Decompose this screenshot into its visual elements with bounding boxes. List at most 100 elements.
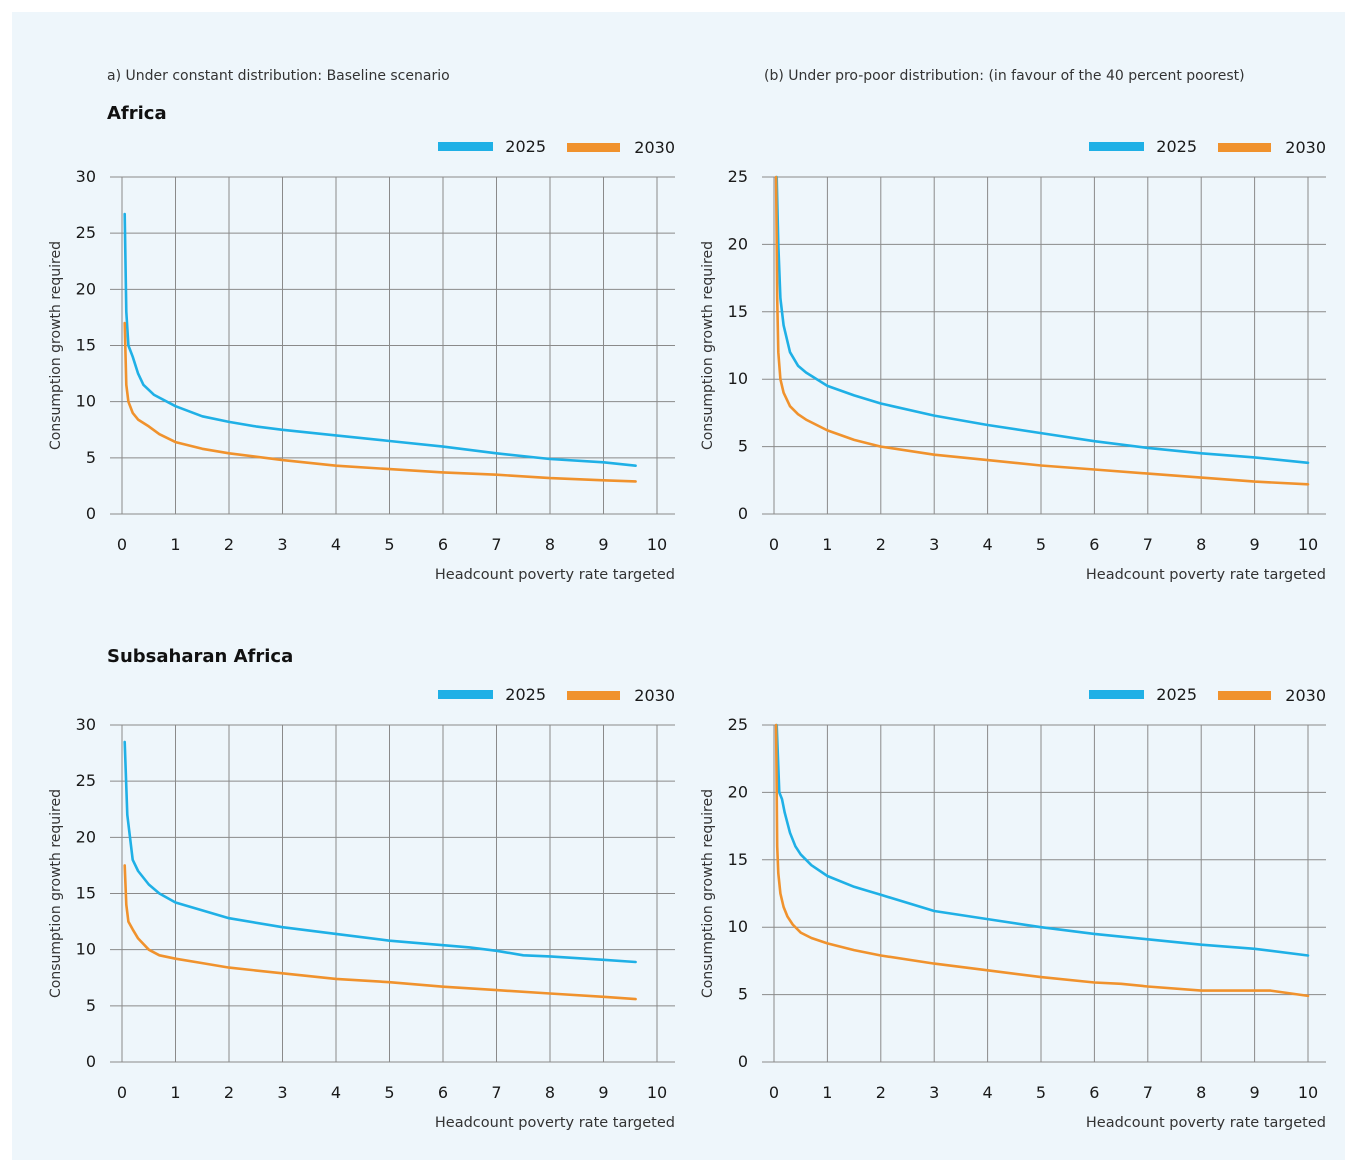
- chart-4-ytick-25: 25: [728, 715, 748, 734]
- chart-1-xtick-4: 4: [331, 535, 341, 554]
- chart-4-legend-swatch-2025: [1089, 690, 1144, 699]
- chart-4-xtick-10: 10: [1298, 1083, 1318, 1102]
- chart-2-xtick-4: 4: [983, 535, 993, 554]
- chart-3-ytick-25: 25: [76, 771, 96, 790]
- chart-3-xtick-0: 0: [117, 1083, 127, 1102]
- chart-4-legend-label-2030: 2030: [1285, 686, 1326, 705]
- chart-3-series-2030-line: [123, 864, 637, 1001]
- chart-3-xtick-6: 6: [438, 1083, 448, 1102]
- chart-4-ytick-15: 15: [728, 850, 748, 869]
- chart-4-xtick-6: 6: [1089, 1083, 1099, 1102]
- chart-1-ytick-30: 30: [76, 167, 96, 186]
- chart-4-legend-swatch-2030: [1218, 691, 1271, 700]
- chart-2-ytick-0: 0: [738, 504, 748, 523]
- chart-3-ytick-0: 0: [86, 1052, 96, 1071]
- chart-3-yaxis-label: Consumption growth required: [48, 789, 64, 998]
- chart-4-yaxis-label: Consumption growth required: [700, 789, 716, 998]
- chart-1-series-2030-line: [123, 321, 637, 483]
- chart-4-xtick-7: 7: [1143, 1083, 1153, 1102]
- chart-4-ytick-10: 10: [728, 917, 748, 936]
- chart-1-xtick-0: 0: [117, 535, 127, 554]
- chart-2-legend-label-2025: 2025: [1156, 137, 1197, 156]
- chart-1-xtick-2: 2: [224, 535, 234, 554]
- chart-4-xtick-3: 3: [929, 1083, 939, 1102]
- chart-2-ytick-5: 5: [738, 437, 748, 456]
- chart-3-legend-label-2025: 2025: [505, 685, 546, 704]
- region-title-subsaharan-africa: Subsaharan Africa: [107, 646, 294, 667]
- chart-3-xtick-8: 8: [545, 1083, 555, 1102]
- chart-3-xtick-4: 4: [331, 1083, 341, 1102]
- chart-1-xtick-3: 3: [277, 535, 287, 554]
- chart-2-xtick-10: 10: [1298, 535, 1318, 554]
- chart-2-legend-swatch-2025: [1089, 142, 1144, 151]
- chart-3-xtick-7: 7: [491, 1083, 501, 1102]
- chart-3-xtick-1: 1: [170, 1083, 180, 1102]
- chart-2-xtick-3: 3: [929, 535, 939, 554]
- chart-2-xtick-7: 7: [1143, 535, 1153, 554]
- chart-2-xaxis-label: Headcount poverty rate targeted: [1086, 567, 1326, 583]
- chart-3-ytick-10: 10: [76, 940, 96, 959]
- chart-4-series-2030-line: [774, 723, 1310, 998]
- chart-1-xtick-10: 10: [647, 535, 667, 554]
- chart-2-xtick-2: 2: [876, 535, 886, 554]
- chart-4-ytick-0: 0: [738, 1052, 748, 1071]
- chart-3-ytick-5: 5: [86, 996, 96, 1015]
- chart-1-legend-swatch-2030: [567, 143, 620, 152]
- chart-3-xtick-10: 10: [647, 1083, 667, 1102]
- chart-3-series-2025-line: [123, 740, 637, 964]
- region-title-africa: Africa: [107, 103, 167, 124]
- chart-2-xtick-0: 0: [769, 535, 779, 554]
- chart-1-xtick-1: 1: [170, 535, 180, 554]
- chart-1-ytick-20: 20: [76, 279, 96, 298]
- chart-2-legend-label-2030: 2030: [1285, 138, 1326, 157]
- chart-1-xtick-5: 5: [384, 535, 394, 554]
- chart-2-xtick-5: 5: [1036, 535, 1046, 554]
- chart-1-xaxis-label: Headcount poverty rate targeted: [435, 567, 675, 583]
- chart-1-yaxis-label: Consumption growth required: [48, 241, 64, 450]
- chart-2-series-2025-line: [775, 175, 1310, 465]
- chart-4-xtick-9: 9: [1250, 1083, 1260, 1102]
- chart-1-ytick-15: 15: [76, 336, 96, 355]
- chart-3-ytick-15: 15: [76, 884, 96, 903]
- chart-2-ytick-10: 10: [728, 369, 748, 388]
- chart-1-ytick-25: 25: [76, 223, 96, 242]
- chart-2-xtick-8: 8: [1196, 535, 1206, 554]
- chart-4-series-2025-line: [775, 723, 1310, 957]
- chart-1-xtick-9: 9: [598, 535, 608, 554]
- chart-1-legend-label-2030: 2030: [634, 138, 675, 157]
- chart-1-legend-label-2025: 2025: [505, 137, 546, 156]
- chart-1-xtick-6: 6: [438, 535, 448, 554]
- subtitle-constant-distribution: a) Under constant distribution: Baseline…: [107, 68, 450, 84]
- chart-3-xtick-2: 2: [224, 1083, 234, 1102]
- chart-1-ytick-10: 10: [76, 392, 96, 411]
- chart-4-xtick-8: 8: [1196, 1083, 1206, 1102]
- chart-2-xtick-6: 6: [1089, 535, 1099, 554]
- chart-2-xtick-9: 9: [1250, 535, 1260, 554]
- chart-1-series-2025-line: [123, 212, 637, 468]
- chart-2-ytick-25: 25: [728, 167, 748, 186]
- chart-2-ytick-20: 20: [728, 234, 748, 253]
- chart-1-xtick-7: 7: [491, 535, 501, 554]
- chart-1-ytick-0: 0: [86, 504, 96, 523]
- chart-4-xaxis-label: Headcount poverty rate targeted: [1086, 1115, 1326, 1131]
- chart-4-xtick-1: 1: [822, 1083, 832, 1102]
- chart-3-ytick-20: 20: [76, 827, 96, 846]
- chart-4-xtick-4: 4: [983, 1083, 993, 1102]
- chart-3-ytick-30: 30: [76, 715, 96, 734]
- chart-2-ytick-15: 15: [728, 302, 748, 321]
- chart-1-xtick-8: 8: [545, 535, 555, 554]
- chart-2-yaxis-label: Consumption growth required: [700, 241, 716, 450]
- chart-2-xtick-1: 1: [822, 535, 832, 554]
- chart-4-ytick-20: 20: [728, 782, 748, 801]
- chart-4-ytick-5: 5: [738, 985, 748, 1004]
- chart-3-xaxis-label: Headcount poverty rate targeted: [435, 1115, 675, 1131]
- chart-3-legend-label-2030: 2030: [634, 686, 675, 705]
- chart-3-xtick-3: 3: [277, 1083, 287, 1102]
- chart-4-xtick-0: 0: [769, 1083, 779, 1102]
- chart-4-legend-label-2025: 2025: [1156, 685, 1197, 704]
- chart-1-legend-swatch-2025: [438, 142, 493, 151]
- chart-4-xtick-5: 5: [1036, 1083, 1046, 1102]
- subtitle-pro-poor-distribution: (b) Under pro-poor distribution: (in fav…: [764, 68, 1245, 84]
- chart-4-xtick-2: 2: [876, 1083, 886, 1102]
